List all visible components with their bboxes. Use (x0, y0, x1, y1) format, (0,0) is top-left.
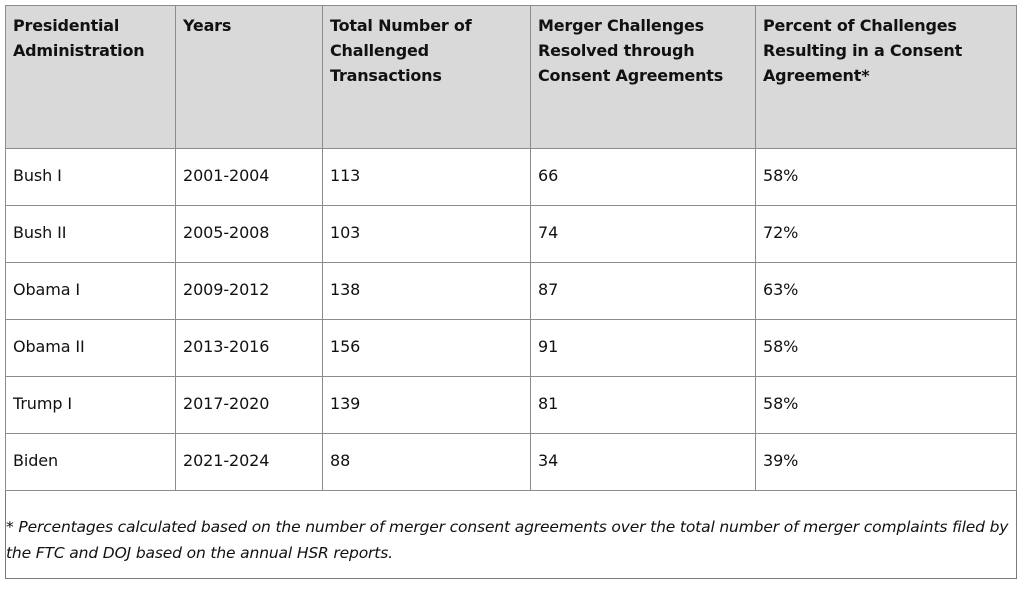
cell-total-challenged: 113 (322, 148, 531, 206)
table-header-row: Presidential Administration Years Total … (5, 5, 1017, 149)
cell-administration: Bush I (5, 148, 176, 206)
cell-consent-resolved: 34 (530, 433, 756, 491)
cell-years: 2013-2016 (175, 319, 323, 377)
table-row: Bush I 2001-2004 113 66 58% (5, 148, 1017, 206)
cell-consent-resolved: 81 (530, 376, 756, 434)
cell-consent-resolved: 91 (530, 319, 756, 377)
cell-total-challenged: 139 (322, 376, 531, 434)
cell-years: 2009-2012 (175, 262, 323, 320)
table-row: Biden 2021-2024 88 34 39% (5, 433, 1017, 491)
document-page: Presidential Administration Years Total … (5, 5, 1017, 579)
merger-challenges-table: Presidential Administration Years Total … (5, 5, 1017, 491)
cell-total-challenged: 103 (322, 205, 531, 263)
header-consent-resolved: Merger Challenges Resolved through Conse… (530, 5, 756, 149)
header-administration: Presidential Administration (5, 5, 176, 149)
table-row: Obama I 2009-2012 138 87 63% (5, 262, 1017, 320)
cell-consent-percent: 39% (755, 433, 1017, 491)
cell-consent-resolved: 87 (530, 262, 756, 320)
cell-years: 2001-2004 (175, 148, 323, 206)
cell-consent-percent: 58% (755, 148, 1017, 206)
cell-consent-percent: 58% (755, 376, 1017, 434)
cell-consent-resolved: 74 (530, 205, 756, 263)
cell-administration: Trump I (5, 376, 176, 434)
cell-total-challenged: 138 (322, 262, 531, 320)
cell-administration: Obama II (5, 319, 176, 377)
cell-years: 2005-2008 (175, 205, 323, 263)
cell-years: 2017-2020 (175, 376, 323, 434)
table-row: Trump I 2017-2020 139 81 58% (5, 376, 1017, 434)
table-footnote: * Percentages calculated based on the nu… (6, 518, 1009, 562)
cell-administration: Obama I (5, 262, 176, 320)
cell-consent-percent: 63% (755, 262, 1017, 320)
cell-consent-resolved: 66 (530, 148, 756, 206)
header-total-challenged: Total Number of Challenged Transactions (322, 5, 531, 149)
cell-years: 2021-2024 (175, 433, 323, 491)
cell-consent-percent: 58% (755, 319, 1017, 377)
cell-administration: Bush II (5, 205, 176, 263)
cell-total-challenged: 156 (322, 319, 531, 377)
table-row: Bush II 2005-2008 103 74 72% (5, 205, 1017, 263)
cell-administration: Biden (5, 433, 176, 491)
header-years: Years (175, 5, 323, 149)
cell-total-challenged: 88 (322, 433, 531, 491)
header-consent-percent: Percent of Challenges Resulting in a Con… (755, 5, 1017, 149)
table-row: Obama II 2013-2016 156 91 58% (5, 319, 1017, 377)
cell-consent-percent: 72% (755, 205, 1017, 263)
